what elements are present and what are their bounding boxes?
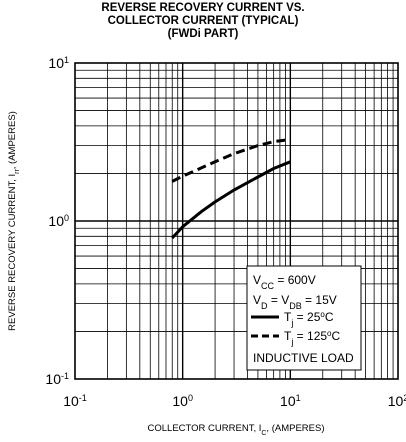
y-tick-label: 100	[48, 213, 69, 229]
series-line-tj-125c	[171, 138, 291, 183]
y-axis-label: REVERSE RECOVERY CURRENT, Irr, (AMPERES)	[7, 111, 21, 331]
series-line-tj-25c	[171, 160, 291, 240]
chart-title: REVERSE RECOVERY CURRENT VS. COLLECTOR C…	[0, 2, 406, 41]
y-tick-label: 101	[48, 55, 69, 71]
legend-condition: VD = VDB = 15V	[253, 293, 337, 311]
legend-condition: VCC = 600V	[253, 273, 316, 291]
legend-footer: INDUCTIVE LOAD	[253, 351, 354, 365]
x-tick-label: 100	[172, 393, 193, 409]
x-tick-label: 101	[280, 393, 301, 409]
tick-labels: 10-1 100 101 102 10-1 100 101	[45, 55, 406, 409]
chart-title-line-1: REVERSE RECOVERY CURRENT VS.	[101, 2, 305, 14]
x-tick-label: 102	[388, 393, 406, 409]
data-series	[171, 138, 291, 240]
chart-title-line-2: COLLECTOR CURRENT (TYPICAL)	[107, 15, 299, 27]
chart-title-line-3: (FWDi PART)	[167, 28, 239, 40]
plot-frame	[74, 62, 399, 380]
x-tick-label: 10-1	[63, 393, 87, 409]
legend-series-label: Tj = 125oC	[284, 329, 341, 348]
legend-series-label: Tj = 25oC	[284, 310, 334, 329]
x-axis-label: COLLECTOR CURRENT, IC, (AMPERES)	[148, 423, 325, 437]
y-tick-label: 10-1	[45, 371, 69, 387]
